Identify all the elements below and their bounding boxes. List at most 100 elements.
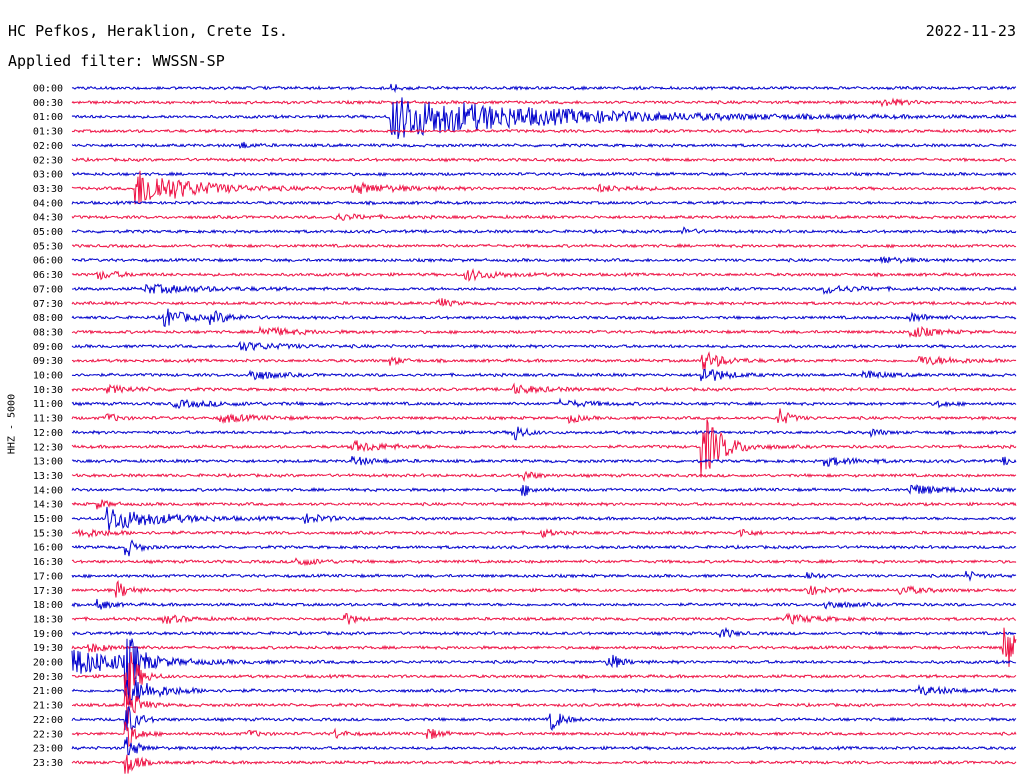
trace-row [71, 426, 1017, 441]
row-time-label: 18:00 [33, 600, 63, 611]
row-time-label: 10:30 [33, 385, 63, 396]
trace-row [71, 455, 1017, 467]
trace-row [71, 539, 1017, 557]
row-time-label: 23:00 [33, 744, 63, 755]
row-time-label: 03:30 [33, 184, 63, 195]
filter-label: Applied filter: WWSSN-SP [8, 52, 225, 70]
trace-row [71, 598, 1017, 610]
trace-row [71, 570, 1017, 582]
trace-row [71, 528, 1017, 539]
trace-row [71, 267, 1017, 282]
row-time-label: 13:00 [33, 457, 63, 468]
trace-row [71, 679, 1017, 705]
trace-row [71, 141, 1017, 150]
station-title: HC Pefkos, Heraklion, Crete Is. [8, 22, 288, 40]
trace-row [71, 736, 1017, 756]
trace-row [71, 308, 1017, 328]
row-time-label: 15:00 [33, 514, 63, 525]
row-time-label: 02:30 [33, 155, 63, 166]
trace-row [71, 754, 1017, 774]
trace-row [71, 557, 1017, 567]
trace-row [71, 212, 1017, 222]
row-time-label: 23:30 [33, 758, 63, 769]
row-time-label: 06:30 [33, 270, 63, 281]
trace-row [71, 156, 1017, 163]
row-time-label: 14:00 [33, 485, 63, 496]
trace-row [71, 408, 1017, 424]
row-time-label: 03:00 [33, 170, 63, 181]
row-time-label: 20:00 [33, 658, 63, 669]
row-time-label: 02:00 [33, 141, 63, 152]
row-time-label: 07:00 [33, 284, 63, 295]
row-time-label: 08:30 [33, 327, 63, 338]
row-time-label: 16:00 [33, 543, 63, 554]
trace-row [71, 351, 1017, 371]
date-label: 2022-11-23 [925, 22, 1016, 40]
row-time-label: 19:30 [33, 643, 63, 654]
trace-row [71, 226, 1017, 235]
trace-row [71, 484, 1017, 497]
row-time-label: 15:30 [33, 528, 63, 539]
trace-row [71, 325, 1017, 338]
trace-row [71, 397, 1017, 410]
row-time-label: 17:00 [33, 571, 63, 582]
trace-row [71, 506, 1017, 532]
row-time-label: 21:00 [33, 686, 63, 697]
row-time-label: 13:30 [33, 471, 63, 482]
row-time-label: 22:00 [33, 715, 63, 726]
trace-row [71, 83, 1017, 94]
trace-row [71, 368, 1017, 382]
trace-row [71, 170, 1017, 205]
trace-row [71, 97, 1017, 140]
trace-row [71, 340, 1017, 352]
row-time-label: 20:30 [33, 672, 63, 683]
row-time-label: 00:00 [33, 84, 63, 95]
trace-row [71, 255, 1017, 265]
row-time-label: 05:30 [33, 241, 63, 252]
trace-row [71, 612, 1017, 625]
trace-row [71, 200, 1017, 206]
row-time-label: 04:30 [33, 213, 63, 224]
trace-row [71, 627, 1017, 667]
trace-row [71, 687, 1017, 724]
row-time-label: 19:00 [33, 629, 63, 640]
row-time-label: 17:30 [33, 586, 63, 597]
row-time-label: 16:30 [33, 557, 63, 568]
trace-row [71, 128, 1017, 134]
trace-row [71, 171, 1017, 177]
row-time-label: 01:30 [33, 127, 63, 138]
trace-row [71, 283, 1017, 295]
row-time-label: 08:00 [33, 313, 63, 324]
row-time-label: 09:00 [33, 342, 63, 353]
trace-row [71, 638, 1017, 698]
row-time-label: 12:30 [33, 442, 63, 453]
row-time-label: 14:30 [33, 500, 63, 511]
trace-row [71, 419, 1017, 476]
row-time-label: 00:30 [33, 98, 63, 109]
trace-row [71, 242, 1017, 249]
row-time-label: 10:00 [33, 371, 63, 382]
row-time-label: 01:00 [33, 112, 63, 123]
row-time-label: 22:30 [33, 729, 63, 740]
row-time-label: 04:00 [33, 198, 63, 209]
row-time-label: 05:00 [33, 227, 63, 238]
row-time-label: 18:30 [33, 614, 63, 625]
trace-row [71, 705, 1017, 733]
row-time-label: 07:30 [33, 299, 63, 310]
trace-row [71, 298, 1017, 307]
row-time-label: 06:00 [33, 256, 63, 267]
trace-row [72, 626, 1017, 639]
trace-row [71, 97, 1017, 108]
row-time-label: 11:00 [33, 399, 63, 410]
trace-row [71, 470, 1017, 483]
trace-row [71, 721, 1017, 747]
row-time-label: 09:30 [33, 356, 63, 367]
trace-row [71, 382, 1017, 395]
row-time-label: 21:30 [33, 701, 63, 712]
trace-row [71, 579, 1017, 598]
row-time-label: 12:00 [33, 428, 63, 439]
trace-row [71, 499, 1017, 510]
row-time-label: 11:30 [33, 414, 63, 425]
trace-row [71, 652, 1017, 706]
